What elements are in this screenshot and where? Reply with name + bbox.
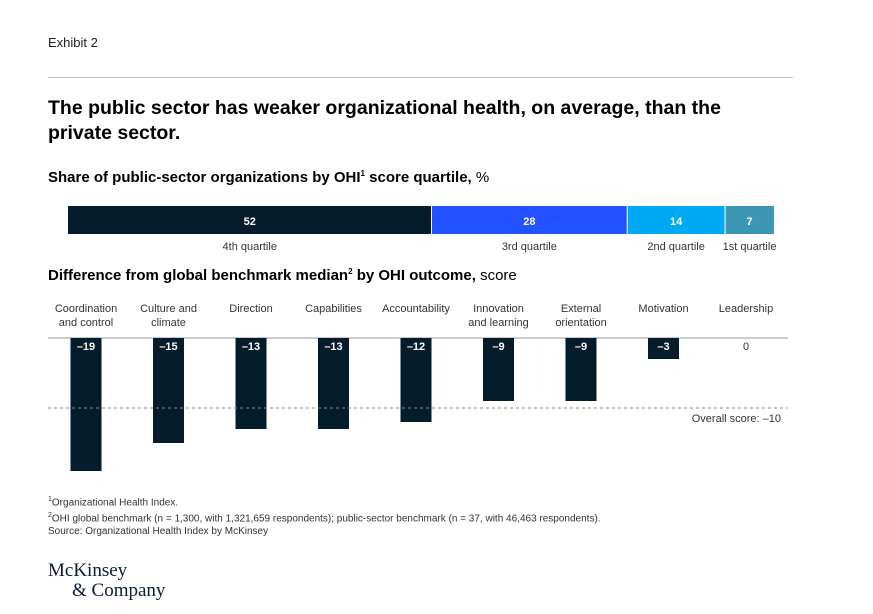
outcome-bar xyxy=(153,338,184,443)
outcome-value-label: 0 xyxy=(743,341,749,353)
exhibit-label: Exhibit 2 xyxy=(48,35,98,50)
quartile-value-label: 7 xyxy=(746,216,752,228)
quartile-value-label: 52 xyxy=(244,216,256,228)
outcome-category-label: Leadership xyxy=(719,303,773,315)
outcome-category-label: External xyxy=(561,303,601,315)
outcome-category-label: Accountability xyxy=(382,303,450,315)
outcome-bar xyxy=(565,338,597,401)
outcome-value-label: –12 xyxy=(407,341,425,353)
outcome-value-label: –19 xyxy=(77,341,95,353)
quartile-value-label: 28 xyxy=(523,216,535,228)
footnote-1-text: Organizational Health Index. xyxy=(51,497,179,509)
footnote-1: 1Organizational Health Index. xyxy=(48,494,601,510)
quartile-chart-title-rest: score quartile, xyxy=(365,169,472,186)
quartile-chart-unit: % xyxy=(475,169,490,186)
quartile-value-label: 14 xyxy=(670,216,683,228)
footnote-2-mark: 2 xyxy=(48,511,52,519)
outcome-value-label: –13 xyxy=(324,341,342,353)
outcome-category-label: Motivation xyxy=(638,303,688,315)
quartile-category-label: 4th quartile xyxy=(223,241,277,253)
outcome-value-label: –9 xyxy=(575,341,587,353)
outcome-category-label: and control xyxy=(59,317,113,329)
outcome-bar xyxy=(70,338,102,471)
outcome-category-label: orientation xyxy=(555,317,606,329)
footnote-2-text: OHI global benchmark (n = 1,300, with 1,… xyxy=(51,513,601,525)
quartile-category-label: 2nd quartile xyxy=(647,241,705,253)
mckinsey-logo: McKinsey & Company xyxy=(48,561,165,601)
outcome-category-label: Capabilities xyxy=(305,303,362,315)
quartile-category-label: 1st quartile xyxy=(723,241,777,253)
quartile-segment xyxy=(431,206,628,234)
quartile-segment xyxy=(725,206,774,234)
header-divider xyxy=(48,77,793,78)
benchmark-chart-unit: score xyxy=(480,267,517,284)
quartile-segment xyxy=(627,206,726,234)
outcome-bar xyxy=(235,338,267,429)
outcome-category-label: Coordination xyxy=(55,303,117,315)
footnotes: 1Organizational Health Index. 2OHI globa… xyxy=(48,494,601,538)
outcome-category-label: and learning xyxy=(468,317,529,329)
benchmark-chart-title: Difference from global benchmark median2… xyxy=(48,267,517,284)
footnote-ref-1: 1 xyxy=(360,169,365,178)
chart-title: The public sector has weaker organizatio… xyxy=(48,97,721,144)
logo-line-2: & Company xyxy=(72,580,166,601)
outcome-bar xyxy=(483,338,514,401)
benchmark-chart-title-text: Difference from global benchmark median xyxy=(48,267,349,284)
outcome-value-label: –13 xyxy=(242,341,260,353)
outcome-category-label: Innovation xyxy=(473,303,524,315)
logo-line-1: McKinsey xyxy=(48,560,128,581)
quartile-chart-title-text: Share of public-sector organizations by … xyxy=(48,169,361,186)
outcome-category-label: Culture and xyxy=(140,303,197,315)
footnote-1-mark: 1 xyxy=(48,496,52,503)
footnote-ref-2: 2 xyxy=(348,267,353,276)
outcome-bar xyxy=(318,338,349,429)
outcome-value-label: –3 xyxy=(657,341,669,353)
quartile-segment xyxy=(68,206,432,234)
outcome-bar xyxy=(648,338,679,359)
footnote-2: 2OHI global benchmark (n = 1,300, with 1… xyxy=(48,510,601,526)
outcome-value-label: –9 xyxy=(492,341,504,353)
outcome-category-label: climate xyxy=(151,317,186,329)
overall-score-label: Overall score: –10 xyxy=(692,413,781,425)
benchmark-chart-title-rest: by OHI outcome, xyxy=(352,267,476,284)
quartile-category-label: 3rd quartile xyxy=(502,241,557,253)
quartile-chart-title: Share of public-sector organizations by … xyxy=(48,169,489,186)
source-note: Source: Organizational Health Index by M… xyxy=(48,525,269,537)
outcome-category-label: Direction xyxy=(229,303,272,315)
outcome-value-label: –15 xyxy=(159,341,177,353)
